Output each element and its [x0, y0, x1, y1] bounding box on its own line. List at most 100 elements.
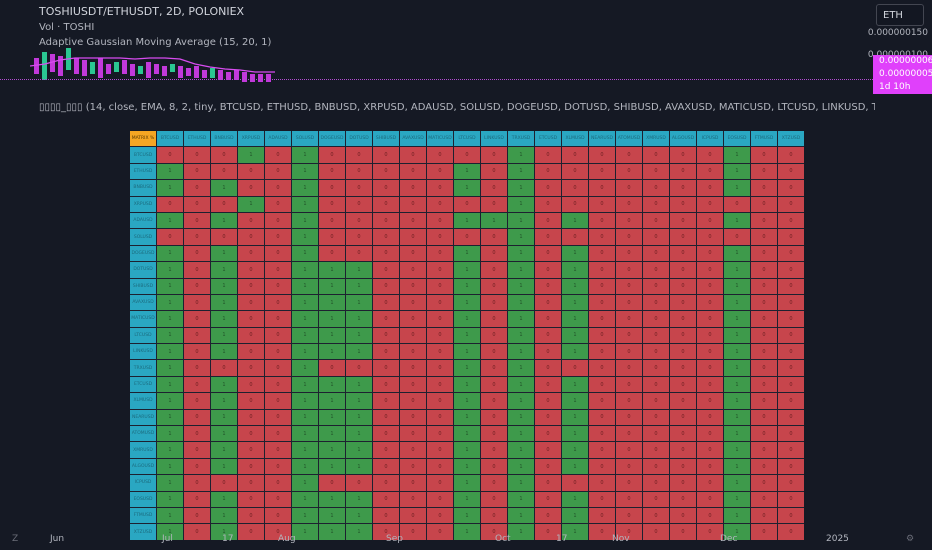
matrix-cell: 0	[238, 524, 264, 540]
matrix-indicator-label[interactable]: ▯▯▯▯_▯▯▯ (14, close, EMA, 8, 2, tiny, BT…	[39, 102, 875, 113]
matrix-cell: 0	[535, 163, 561, 180]
ma-indicator-label[interactable]: Adaptive Gaussian Moving Average (15, 20…	[39, 37, 272, 48]
matrix-cell: 0	[535, 507, 561, 524]
matrix-cell: 0	[751, 393, 777, 409]
column-header: ATOMUSD	[616, 131, 642, 147]
symbol-title[interactable]: TOSHIUSDT/ETHUSDT, 2D, POLONIEX	[39, 5, 245, 18]
matrix-cell: 0	[670, 458, 696, 475]
matrix-cell: 0	[589, 475, 615, 491]
matrix-cell: 0	[265, 180, 291, 196]
matrix-cell: 1	[508, 327, 534, 344]
matrix-cell: 1	[319, 344, 345, 360]
matrix-cell: 1	[508, 524, 534, 540]
matrix-cell: 0	[454, 196, 480, 212]
matrix-cell: 0	[184, 147, 210, 163]
volume-label[interactable]: Vol · TOSHI	[39, 22, 95, 33]
matrix-cell: 0	[373, 147, 399, 163]
matrix-cell: 0	[643, 327, 669, 344]
matrix-cell: 0	[400, 262, 426, 278]
matrix-cell: 0	[535, 344, 561, 360]
matrix-cell: 1	[724, 278, 750, 294]
matrix-cell: 0	[643, 360, 669, 376]
matrix-cell: 0	[535, 524, 561, 540]
column-header: XLMUSD	[562, 131, 588, 147]
row-label: MATICUSD	[130, 311, 156, 327]
matrix-cell: 0	[238, 212, 264, 229]
matrix-cell: 0	[400, 147, 426, 163]
matrix-cell: 0	[427, 212, 453, 229]
candle	[130, 64, 135, 76]
column-header: MATICUSD	[427, 131, 453, 147]
matrix-cell: 0	[616, 491, 642, 507]
matrix-cell: 0	[265, 426, 291, 442]
matrix-cell: 0	[184, 344, 210, 360]
matrix-cell: 1	[562, 507, 588, 524]
matrix-cell: 0	[238, 245, 264, 262]
candle	[178, 66, 183, 78]
matrix-cell: 1	[454, 294, 480, 311]
row-label: XMRUSD	[130, 442, 156, 458]
matrix-cell: 1	[562, 311, 588, 327]
matrix-cell: 0	[643, 475, 669, 491]
matrix-cell: 0	[535, 278, 561, 294]
matrix-cell: 1	[346, 376, 372, 393]
matrix-cell: 0	[400, 196, 426, 212]
matrix-cell: 1	[211, 507, 237, 524]
matrix-cell: 1	[211, 311, 237, 327]
matrix-cell: 0	[238, 180, 264, 196]
matrix-cell: 1	[508, 344, 534, 360]
matrix-cell: 0	[670, 311, 696, 327]
matrix-cell: 0	[778, 278, 804, 294]
candle	[242, 72, 247, 82]
matrix-cell: 1	[454, 344, 480, 360]
matrix-cell: 0	[751, 376, 777, 393]
matrix-cell: 0	[643, 491, 669, 507]
matrix-cell: 0	[589, 491, 615, 507]
matrix-cell: 0	[589, 147, 615, 163]
matrix-cell: 0	[697, 245, 723, 262]
matrix-cell: 1	[157, 475, 183, 491]
matrix-cell: 0	[616, 212, 642, 229]
matrix-cell: 1	[508, 393, 534, 409]
matrix-cell: 0	[670, 294, 696, 311]
matrix-cell: 0	[751, 327, 777, 344]
matrix-cell: 0	[535, 376, 561, 393]
currency-select[interactable]: ETH	[876, 4, 924, 26]
matrix-cell: 1	[481, 212, 507, 229]
matrix-cell: 0	[589, 327, 615, 344]
row-label: NEARUSD	[130, 409, 156, 426]
matrix-cell: 1	[157, 262, 183, 278]
matrix-cell: 1	[508, 147, 534, 163]
matrix-cell: 0	[427, 278, 453, 294]
matrix-cell: 0	[400, 278, 426, 294]
matrix-cell: 0	[562, 147, 588, 163]
matrix-cell: 1	[238, 147, 264, 163]
matrix-cell: 1	[454, 458, 480, 475]
matrix-cell: 0	[562, 196, 588, 212]
matrix-cell: 0	[670, 196, 696, 212]
price-tag-current: 0.000000054	[873, 68, 932, 81]
zoom-icon[interactable]: Z	[12, 534, 19, 544]
matrix-cell: 1	[508, 458, 534, 475]
matrix-cell: 0	[778, 311, 804, 327]
matrix-cell: 1	[508, 360, 534, 376]
matrix-cell: 0	[670, 475, 696, 491]
matrix-cell: 0	[697, 475, 723, 491]
matrix-cell: 0	[724, 229, 750, 245]
matrix-cell: 1	[724, 180, 750, 196]
row-label: EOSUSD	[130, 491, 156, 507]
candle	[154, 64, 159, 74]
candle	[90, 62, 95, 74]
matrix-cell: 0	[778, 458, 804, 475]
matrix-cell: 1	[508, 245, 534, 262]
matrix-cell: 1	[724, 442, 750, 458]
matrix-cell: 0	[265, 311, 291, 327]
matrix-cell: 0	[697, 294, 723, 311]
matrix-cell: 0	[589, 409, 615, 426]
matrix-cell: 0	[400, 229, 426, 245]
matrix-cell: 0	[643, 245, 669, 262]
matrix-cell: 0	[643, 147, 669, 163]
gear-icon[interactable]: ⚙	[906, 534, 915, 544]
matrix-cell: 0	[778, 475, 804, 491]
matrix-cell: 1	[292, 180, 318, 196]
